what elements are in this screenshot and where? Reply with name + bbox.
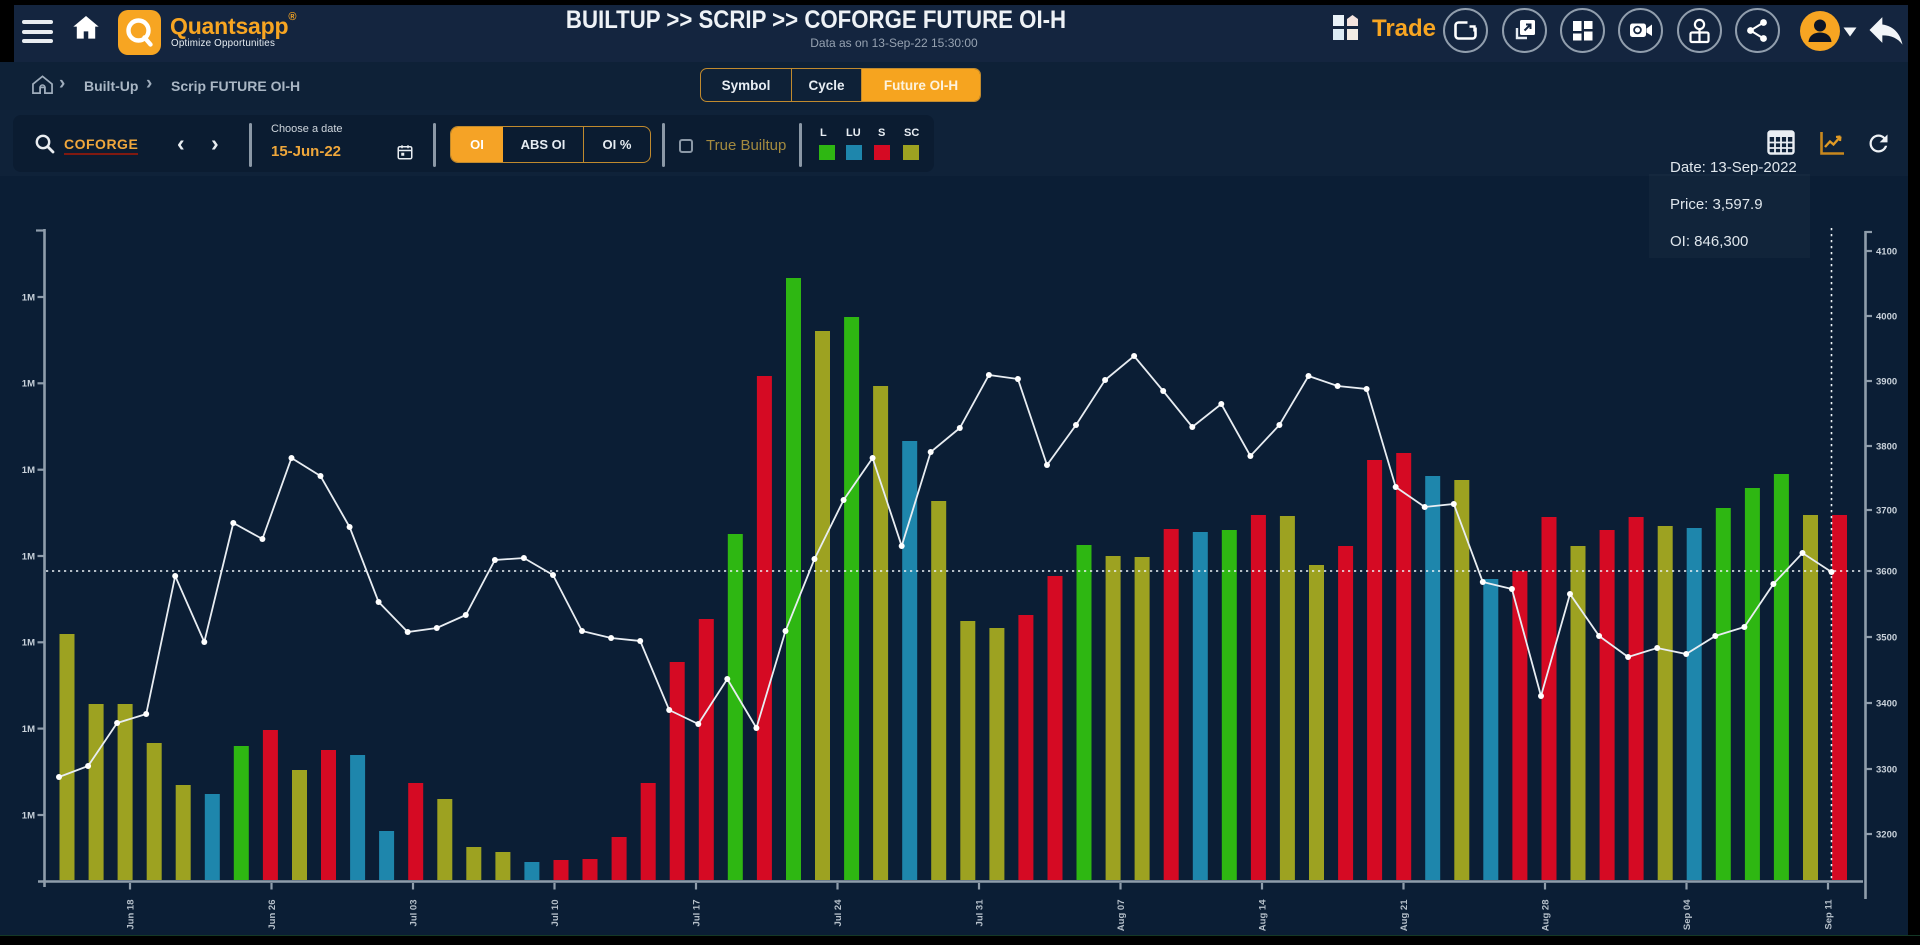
svg-text:Aug 21: Aug 21 [1399, 899, 1410, 931]
svg-text:Jul 31: Jul 31 [975, 899, 986, 927]
svg-text:Aug 14: Aug 14 [1258, 899, 1269, 931]
svg-text:4000: 4000 [1876, 311, 1897, 322]
svg-text:1M: 1M [22, 810, 35, 821]
svg-text:Sep 04: Sep 04 [1682, 899, 1693, 930]
svg-text:Jul 17: Jul 17 [692, 900, 703, 927]
svg-text:3300: 3300 [1876, 764, 1897, 775]
svg-text:3700: 3700 [1876, 505, 1897, 516]
svg-text:4100: 4100 [1876, 246, 1897, 257]
svg-text:3800: 3800 [1876, 441, 1897, 452]
svg-text:3500: 3500 [1876, 632, 1897, 643]
svg-text:3600: 3600 [1876, 566, 1897, 577]
svg-text:Aug 07: Aug 07 [1116, 900, 1127, 932]
svg-text:3200: 3200 [1876, 829, 1897, 840]
svg-text:3400: 3400 [1876, 698, 1897, 709]
svg-text:1M: 1M [22, 379, 35, 390]
svg-text:1M: 1M [22, 724, 35, 735]
svg-text:Jul 10: Jul 10 [550, 900, 561, 927]
svg-text:Jun 18: Jun 18 [126, 900, 137, 930]
svg-text:1M: 1M [22, 551, 35, 562]
svg-text:Sep 11: Sep 11 [1824, 899, 1835, 930]
svg-text:1M: 1M [22, 292, 35, 303]
svg-text:Jul 24: Jul 24 [833, 899, 844, 927]
svg-text:3900: 3900 [1876, 376, 1897, 387]
svg-text:Jun 26: Jun 26 [267, 900, 278, 930]
svg-text:1M: 1M [22, 638, 35, 649]
svg-text:1M: 1M [22, 465, 35, 476]
svg-text:Jul 03: Jul 03 [409, 900, 420, 927]
svg-text:Aug 28: Aug 28 [1541, 900, 1552, 932]
